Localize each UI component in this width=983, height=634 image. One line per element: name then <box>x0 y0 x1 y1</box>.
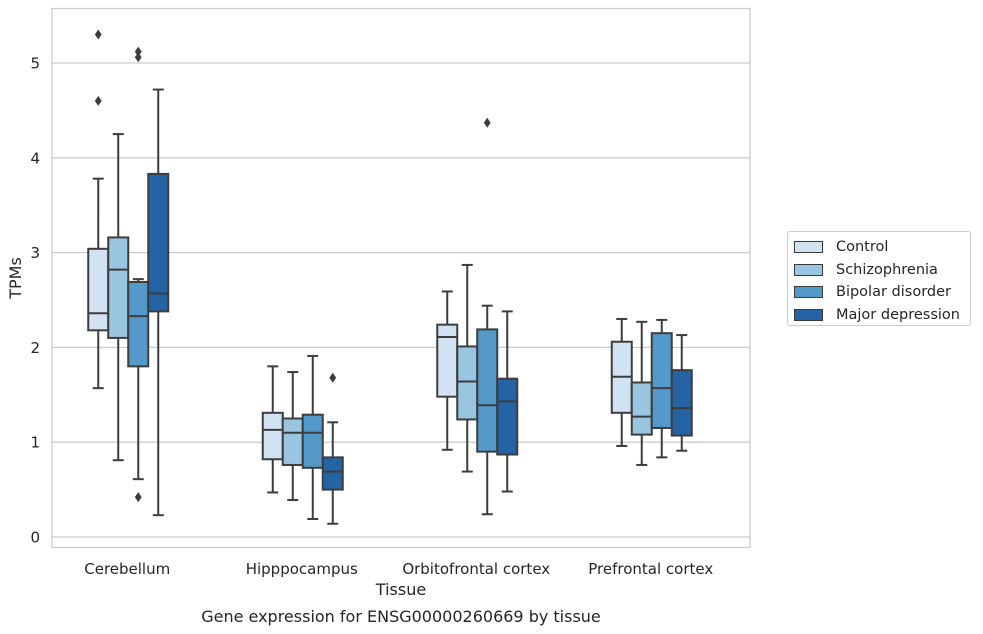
legend-item-bipolar-disorder: Bipolar disorder <box>794 281 964 304</box>
outlier-bipolar-disorder-cerebellum-0 <box>134 46 142 57</box>
legend-swatch-major-depression <box>794 308 823 321</box>
outlier-major-depression-hipppocampus-0 <box>329 372 337 383</box>
outlier-bipolar-disorder-cerebellum-2 <box>134 492 142 503</box>
box-bipolar-disorder-hipppocampus <box>301 413 324 469</box>
outlier-control-cerebellum-1 <box>94 95 102 106</box>
y-tick-label-3: 3 <box>30 244 40 262</box>
box-group-major-depression-cerebellum <box>147 88 170 517</box>
y-tick-label-5: 5 <box>30 55 40 73</box>
box-groups <box>87 29 693 525</box>
outlier-control-cerebellum-0 <box>94 29 102 40</box>
y-tick-label-4: 4 <box>30 149 40 167</box>
outlier-bipolar-disorder-cerebellum-1 <box>134 52 142 63</box>
box-schizophrenia-cerebellum <box>107 236 130 339</box>
legend-item-control: Control <box>794 236 964 259</box>
legend-label-bipolar-disorder: Bipolar disorder <box>836 284 951 301</box>
box-control-orbitofrontal-cortex <box>436 323 459 398</box>
legend-item-schizophrenia: Schizophrenia <box>794 259 964 282</box>
box-group-schizophrenia-hipppocampus <box>281 371 304 502</box>
box-schizophrenia-orbitofrontal-cortex <box>456 345 479 421</box>
box-bipolar-disorder-orbitofrontal-cortex <box>476 328 499 453</box>
legend-swatch-bipolar-disorder <box>794 286 823 299</box>
box-bipolar-disorder-cerebellum <box>127 280 150 368</box>
box-group-schizophrenia-cerebellum <box>107 133 130 462</box>
x-tick-label-hipppocampus: Hipppocampus <box>246 560 358 578</box>
outlier-bipolar-disorder-orbitofrontal-cortex-0 <box>483 117 491 128</box>
box-schizophrenia-prefrontal-cortex <box>630 381 653 436</box>
box-major-depression-orbitofrontal-cortex <box>496 377 519 456</box>
box-major-depression-prefrontal-cortex <box>670 369 693 437</box>
y-tick-label-0: 0 <box>30 529 40 547</box>
box-group-control-cerebellum <box>87 29 110 390</box>
x-tick-label-prefrontal-cortex: Prefrontal cortex <box>588 560 713 578</box>
legend: Control Schizophrenia Bipolar disorder M… <box>787 231 971 326</box>
box-group-bipolar-disorder-orbitofrontal-cortex <box>476 117 499 516</box>
box-control-cerebellum <box>87 247 110 332</box>
x-tick-label-cerebellum: Cerebellum <box>84 560 170 578</box>
box-group-major-depression-hipppocampus <box>321 372 344 525</box>
box-major-depression-cerebellum <box>147 172 170 313</box>
chart-caption: Gene expression for ENSG00000260669 by t… <box>201 607 601 626</box>
gridlines <box>52 62 750 538</box>
box-group-control-orbitofrontal-cortex <box>436 290 459 451</box>
box-major-depression-hipppocampus <box>321 456 344 491</box>
box-group-control-hipppocampus <box>261 365 284 494</box>
legend-swatch-control <box>794 241 823 254</box>
legend-swatch-schizophrenia <box>794 263 823 276</box>
y-tick-label-1: 1 <box>30 434 40 452</box>
legend-item-major-depression: Major depression <box>794 304 964 327</box>
x-axis-label: Tissue <box>375 580 426 599</box>
box-schizophrenia-hipppocampus <box>281 417 304 466</box>
box-bipolar-disorder-prefrontal-cortex <box>650 332 673 429</box>
box-group-control-prefrontal-cortex <box>610 317 633 447</box>
legend-label-major-depression: Major depression <box>836 306 960 323</box>
x-tick-labels: Cerebellum Hipppocampus Orbitofrontal cort… <box>84 560 713 578</box>
box-group-bipolar-disorder-prefrontal-cortex <box>650 318 673 459</box>
box-group-bipolar-disorder-cerebellum <box>127 46 150 503</box>
legend-label-schizophrenia: Schizophrenia <box>836 261 938 278</box>
box-group-bipolar-disorder-hipppocampus <box>301 354 324 520</box>
y-tick-labels: 0 1 2 3 4 5 <box>30 55 40 547</box>
x-tick-label-orbitofrontal-cortex: Orbitofrontal cortex <box>402 560 550 578</box>
y-axis-label: TPMs <box>6 257 25 300</box>
box-control-hipppocampus <box>261 411 284 461</box>
box-group-major-depression-orbitofrontal-cortex <box>496 310 519 493</box>
legend-label-control: Control <box>836 239 889 256</box>
y-tick-label-2: 2 <box>30 339 40 357</box>
box-group-major-depression-prefrontal-cortex <box>670 334 693 452</box>
